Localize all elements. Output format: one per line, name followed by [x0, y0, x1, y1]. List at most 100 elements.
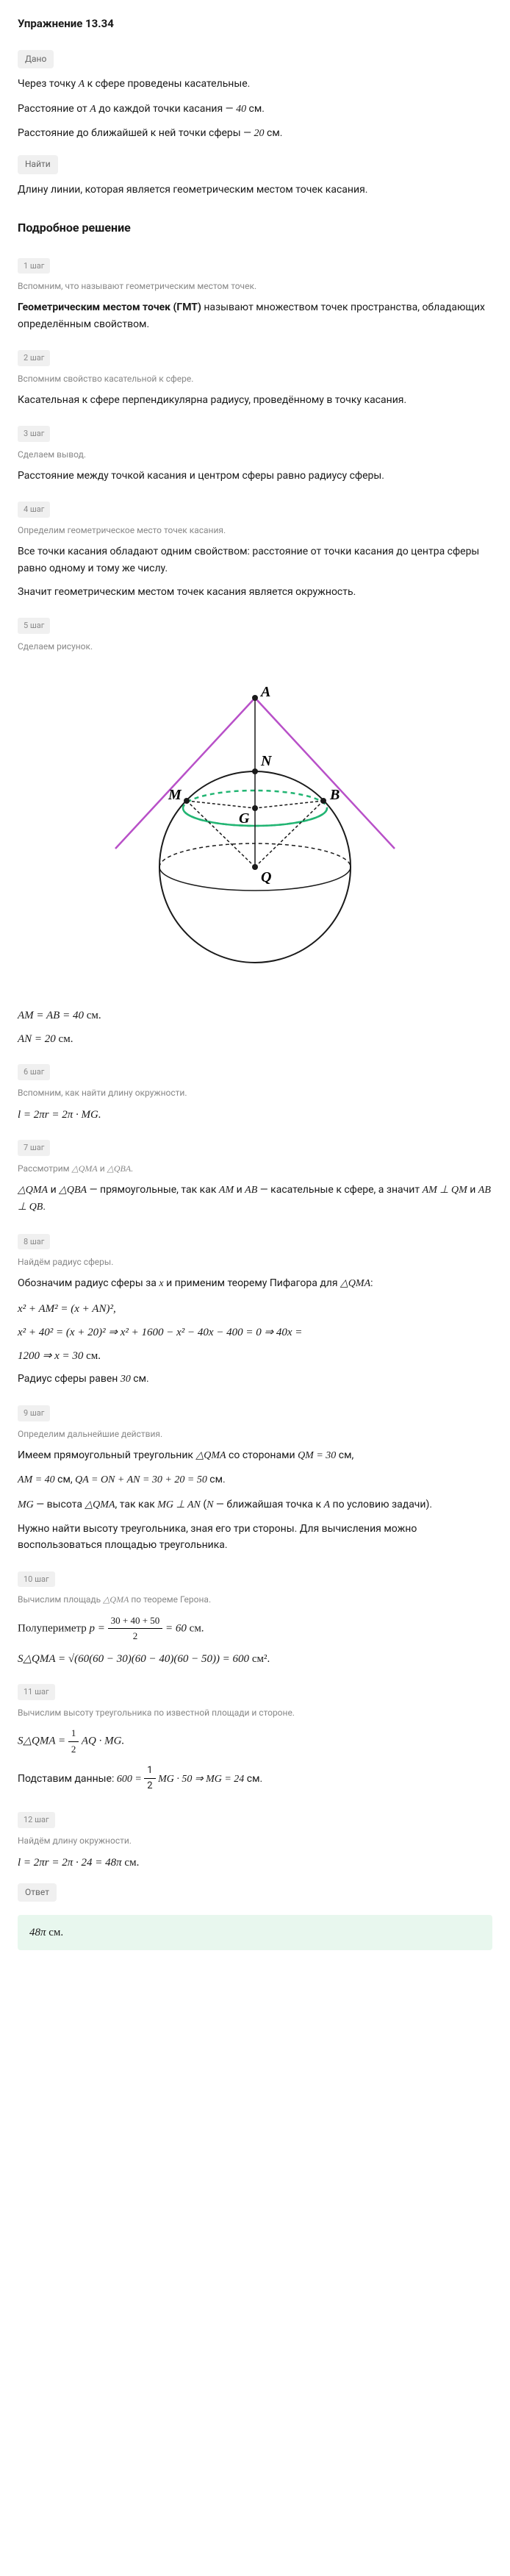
formula-an: AN = 20 см. [18, 1030, 492, 1048]
math: A [324, 1499, 331, 1510]
math: △QMA [340, 1278, 370, 1289]
point-A [252, 695, 258, 701]
step-8-f1: x² + AM² = (x + AN)², [18, 1300, 492, 1318]
step-2-muted: Вспомним свойство касательной к сфере. [18, 372, 492, 386]
sphere-equator-front [159, 867, 351, 891]
math: 600 = [117, 1774, 144, 1785]
math: 1200 ⇒ x = 30 [18, 1350, 83, 1362]
math: S△QMA = [18, 1735, 68, 1747]
sphere-diagram: A N M B G Q [18, 668, 492, 977]
step-11-f1: S△QMA = 12 AQ · MG. [18, 1726, 492, 1758]
formula-am: AM = AB = 40 см. [18, 1007, 492, 1024]
text: Обозначим радиус сферы за [18, 1277, 159, 1289]
math: = 60 [162, 1622, 187, 1634]
point-G [252, 805, 258, 811]
find-badge: Найти [18, 155, 58, 174]
val: 30 [121, 1374, 131, 1385]
step-badge-5: 5 шаг [18, 618, 50, 634]
text: ( [201, 1499, 206, 1510]
unit: см. [187, 1622, 204, 1634]
frac-den: 2 [144, 1779, 155, 1794]
frac-den: 2 [68, 1742, 79, 1758]
label-B: B [329, 787, 340, 803]
text: к сфере проведены касательные. [85, 78, 250, 90]
text: до каждой точки касания — [96, 103, 236, 115]
text: и [48, 1184, 59, 1196]
math: AQ · MG. [79, 1735, 124, 1747]
text: Радиус сферы равен [18, 1373, 121, 1385]
val: 40 [236, 104, 246, 115]
step-11-l2: Подставим данные: 600 = 12 MG · 50 ⇒ MG … [18, 1763, 492, 1795]
step-9-l2: AM = 40 см, QA = ON + AN = 30 + 20 = 50 … [18, 1471, 492, 1488]
label-A: A [259, 684, 270, 700]
label-G: G [239, 810, 250, 827]
text: : [370, 1277, 373, 1289]
math: S△QMA = √(60(60 − 30)(60 − 40)(60 − 50))… [18, 1653, 249, 1665]
step-9-l3: MG — высота △QMA, так как MG ⊥ AN (N — б… [18, 1496, 492, 1513]
diagram-svg: A N M B G Q [101, 668, 409, 977]
text: и [467, 1184, 478, 1196]
step-badge-6: 6 шаг [18, 1064, 50, 1080]
math-A: A [79, 79, 85, 90]
step-4-text-1: Все точки касания обладают одним свойств… [18, 543, 492, 577]
step-8-muted: Найдём радиус сферы. [18, 1255, 492, 1269]
text: Через точку [18, 78, 79, 90]
step-7-text: △QMA и △QBA — прямоугольные, так как AM … [18, 1182, 492, 1216]
gb-line [255, 801, 323, 808]
text: и применим теорему Пифагора для [164, 1277, 340, 1289]
math: AM ⊥ QM [423, 1185, 467, 1196]
math-A: A [90, 104, 96, 115]
point-Q [252, 864, 258, 870]
step-badge-4: 4 шаг [18, 502, 50, 518]
frac-num: 1 [68, 1726, 79, 1742]
text: Расстояние от [18, 103, 90, 115]
mg-line [187, 801, 255, 808]
unit: см. [207, 1474, 226, 1485]
text: — высота [34, 1499, 85, 1510]
frac-num: 1 [144, 1763, 155, 1780]
step-badge-9: 9 шаг [18, 1405, 50, 1421]
text: . [43, 1201, 46, 1213]
unit: см, [336, 1449, 353, 1461]
formula-circumference: l = 2πr = 2π · MG. [18, 1106, 492, 1124]
math: △QBA [59, 1185, 87, 1196]
step-1-muted: Вспомним, что называют геометрическим ме… [18, 279, 492, 293]
step-3-muted: Сделаем вывод. [18, 448, 492, 462]
answer-unit: см. [46, 1927, 64, 1938]
step-12-f: l = 2πr = 2π · 24 = 48π см. [18, 1854, 492, 1872]
unit: см. [84, 1010, 101, 1021]
unit: см. [244, 1773, 262, 1785]
step-8-l1: Обозначим радиус сферы за x и применим т… [18, 1275, 492, 1292]
step-10-f1: Полупериметр p = 30 + 40 + 502 = 60 см. [18, 1613, 492, 1645]
step-badge-1: 1 шаг [18, 258, 50, 274]
math: MG ⊥ AN [157, 1499, 201, 1510]
step-4-muted: Определим геометрическое место точек кас… [18, 524, 492, 538]
given-line-2: Расстояние от A до каждой точки касания … [18, 101, 492, 118]
math: △QMA [195, 1450, 226, 1461]
math: QA = ON + AN = 30 + 20 = 50 [75, 1474, 207, 1485]
text: Расстояние до ближайшей к ней точки сфер… [18, 127, 254, 139]
text: Имеем прямоугольный треугольник [18, 1449, 195, 1461]
math: MG [18, 1499, 34, 1510]
step-badge-12: 12 шаг [18, 1812, 55, 1828]
text: и [234, 1184, 245, 1196]
math: AM = AB = 40 [18, 1010, 84, 1021]
step-11-muted: Вычислим высоту треугольника по известно… [18, 1706, 492, 1720]
step-7-muted: Рассмотрим △QMA и △QBA. [18, 1162, 492, 1176]
math: △QBA. [107, 1163, 134, 1174]
step-9-muted: Определим дальнейшие действия. [18, 1427, 492, 1441]
step-1-text: Геометрическим местом точек (ГМТ) называ… [18, 299, 492, 332]
label-M: M [168, 787, 182, 803]
unit: см. [83, 1350, 101, 1362]
given-badge: Дано [18, 50, 54, 68]
step-badge-10: 10 шаг [18, 1571, 55, 1588]
step-badge-11: 11 шаг [18, 1684, 55, 1700]
step-6-muted: Вспомним, как найти длину окружности. [18, 1086, 492, 1100]
step-8-result: Радиус сферы равен 30 см. [18, 1371, 492, 1388]
step-9-l4: Нужно найти высоту треугольника, зная ег… [18, 1521, 492, 1554]
label-Q: Q [261, 869, 271, 885]
point-N [252, 768, 258, 774]
step-badge-7: 7 шаг [18, 1140, 50, 1156]
step-10-muted: Вычислим площадь △QMA по теореме Герона. [18, 1593, 492, 1607]
step-8-f3: 1200 ⇒ x = 30 см. [18, 1347, 492, 1365]
